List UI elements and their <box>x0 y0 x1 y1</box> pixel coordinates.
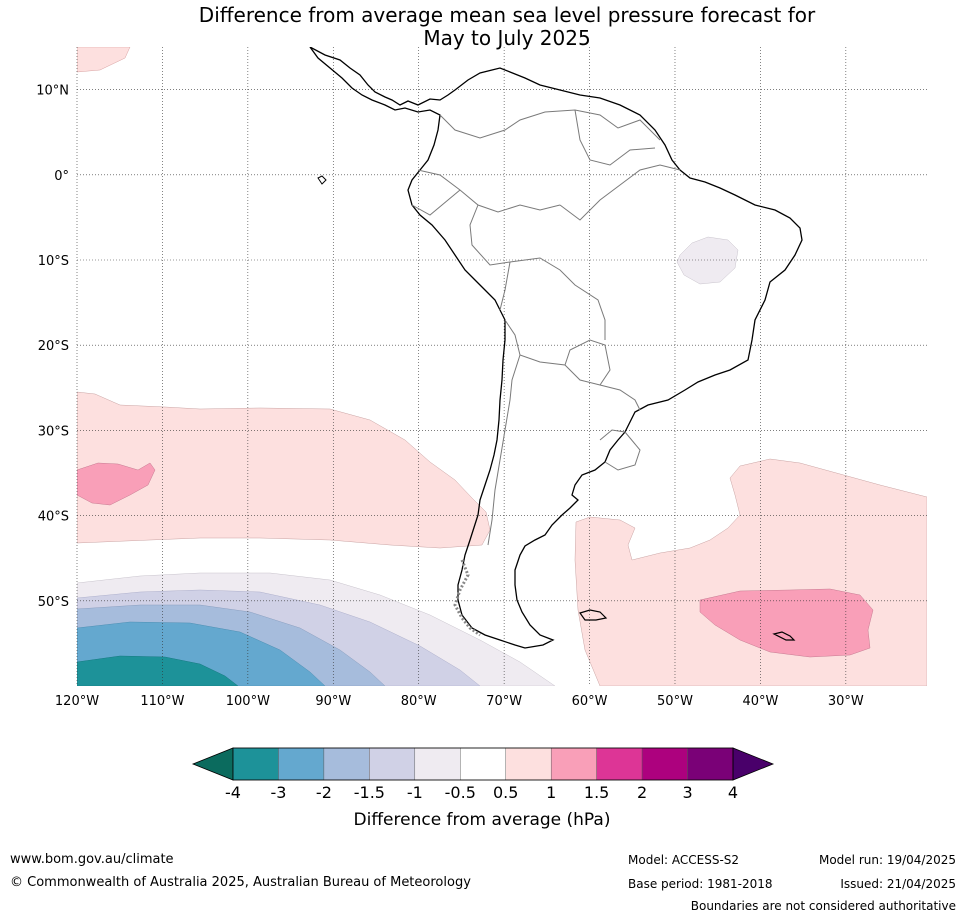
map-title: Difference from average mean sea level p… <box>0 4 965 50</box>
longitude-label: 120°W <box>55 694 99 709</box>
anomaly-region-nw <box>77 47 131 73</box>
anomaly-region-se-patch <box>699 588 874 658</box>
latitude-label: 20°S <box>38 339 69 354</box>
longitude-label: 100°W <box>226 694 270 709</box>
colorbar-under-extension <box>191 747 234 781</box>
title-line-1: Difference from average mean sea level p… <box>198 3 816 27</box>
latitude-label: 30°S <box>38 424 69 439</box>
colorbar-segment <box>550 747 597 781</box>
colorbar-tick-label: 2 <box>637 783 647 802</box>
colorbar-outline <box>232 747 734 781</box>
colorbar-segment <box>687 747 734 781</box>
colorbar-over-extension <box>732 747 775 781</box>
longitude-label: 90°W <box>315 694 351 709</box>
longitude-labels: 120°W 110°W 100°W 90°W 80°W 70°W 60°W 50°W 40°W 3… <box>55 694 864 709</box>
longitude-label: 30°W <box>828 694 864 709</box>
longitude-label: 40°W <box>742 694 778 709</box>
colorbar-tick-label: 0.5 <box>493 783 518 802</box>
anomaly-region-sw-patch <box>77 462 156 506</box>
longitude-label: 60°W <box>572 694 608 709</box>
coastlines <box>309 47 803 649</box>
colorbar-tick-label: -0.5 <box>445 783 476 802</box>
latitude-label: 40°S <box>38 510 69 525</box>
colorbar-tick-label: -1 <box>407 783 423 802</box>
model-run-date: Model run: 19/04/2025 <box>818 853 956 867</box>
country-borders <box>411 109 681 546</box>
colorbar-label: Difference from average (hPa) <box>354 810 611 830</box>
longitude-label: 110°W <box>140 694 184 709</box>
issued-date: Issued: 21/04/2025 <box>840 877 956 891</box>
colorbar-segment <box>414 747 461 781</box>
south-america-coastline <box>309 47 803 649</box>
latitude-label: 10°S <box>38 254 69 269</box>
latitude-label: 10°N <box>36 84 69 99</box>
colorbar-tick-label: -1.5 <box>354 783 385 802</box>
source-url: www.bom.gov.au/climate <box>10 852 174 867</box>
colorbar-tick-label: -4 <box>225 783 241 802</box>
anomaly-region-neg-4 <box>77 655 239 686</box>
colorbar-segment <box>369 747 416 781</box>
boundary-disclaimer: Boundaries are not considered authoritat… <box>690 899 956 913</box>
latitude-labels: 10°N 0° 10°S 20°S 30°S 40°S 50°S <box>36 84 69 610</box>
title-line-2: May to July 2025 <box>423 26 591 50</box>
anomaly-region-se <box>574 458 927 686</box>
colorbar-segment <box>460 747 506 781</box>
colorbar-tick-label: -3 <box>270 783 286 802</box>
anomaly-region-brazil <box>676 236 739 285</box>
galapagos-islands <box>317 175 327 185</box>
gridlines <box>76 47 927 686</box>
model-name: Model: ACCESS-S2 <box>628 853 740 867</box>
copyright-notice: © Commonwealth of Australia 2025, Austra… <box>10 875 471 890</box>
longitude-label: 80°W <box>401 694 437 709</box>
colorbar-segment <box>232 747 279 781</box>
colorbar-segment <box>323 747 370 781</box>
colorbar: -4 -3 -2 -1.5 -1 -0.5 0.5 1 1.5 2 3 4 <box>191 747 775 802</box>
colorbar-tick-label: -2 <box>316 783 332 802</box>
anomaly-shading <box>77 47 927 686</box>
colorbar-segment <box>641 747 688 781</box>
base-period: Base period: 1981-2018 <box>628 877 773 891</box>
colorbar-tick-label: 1 <box>546 783 556 802</box>
longitude-label: 70°W <box>486 694 522 709</box>
anomaly-region-sw-band <box>77 391 491 549</box>
colorbar-segment <box>505 747 552 781</box>
longitude-label: 50°W <box>657 694 693 709</box>
south-georgia <box>772 631 796 641</box>
latitude-label: 50°S <box>38 595 69 610</box>
colorbar-tick-label: 3 <box>682 783 692 802</box>
colorbar-segment <box>596 747 643 781</box>
chilean-fjords <box>453 559 481 637</box>
colorbar-tick-label: 1.5 <box>584 783 609 802</box>
falkland-islands <box>579 609 608 621</box>
colorbar-segment <box>278 747 325 781</box>
latitude-label: 0° <box>54 169 69 184</box>
colorbar-tick-label: 4 <box>728 783 738 802</box>
